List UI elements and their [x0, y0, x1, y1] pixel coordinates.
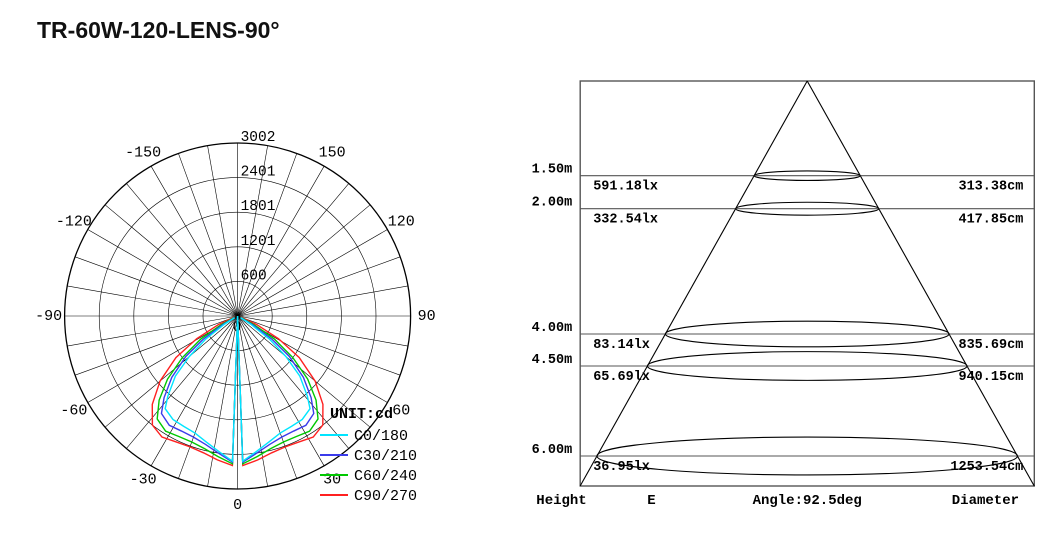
svg-text:C90/270: C90/270 — [354, 488, 417, 505]
svg-text:150: 150 — [319, 144, 346, 161]
svg-text:-150: -150 — [125, 144, 161, 161]
svg-text:C30/210: C30/210 — [354, 448, 417, 465]
svg-text:Height: Height — [536, 493, 586, 509]
svg-text:6.00m: 6.00m — [532, 443, 573, 458]
svg-text:120: 120 — [388, 213, 415, 230]
svg-text:0: 0 — [233, 497, 242, 514]
svg-text:417.85cm: 417.85cm — [958, 213, 1023, 228]
svg-text:65.69lx: 65.69lx — [593, 370, 650, 385]
svg-text:UNIT:cd: UNIT:cd — [330, 406, 393, 423]
svg-text:Diameter: Diameter — [952, 493, 1019, 509]
svg-text:2.00m: 2.00m — [532, 196, 573, 211]
svg-text:90: 90 — [418, 308, 436, 325]
svg-text:83.14lx: 83.14lx — [593, 338, 650, 353]
svg-text:591.18lx: 591.18lx — [593, 180, 658, 195]
svg-text:C60/240: C60/240 — [354, 468, 417, 485]
svg-text:4.00m: 4.00m — [532, 321, 573, 336]
svg-text:1.50m: 1.50m — [532, 163, 573, 178]
svg-text:600: 600 — [241, 268, 267, 284]
svg-text:E: E — [647, 493, 655, 509]
svg-text:60: 60 — [392, 402, 410, 419]
svg-text:-60: -60 — [60, 402, 87, 419]
svg-text:2401: 2401 — [241, 165, 276, 181]
svg-text:36.95lx: 36.95lx — [593, 460, 650, 475]
svg-text:Angle:92.5deg: Angle:92.5deg — [753, 493, 862, 509]
svg-text:332.54lx: 332.54lx — [593, 213, 658, 228]
svg-text:-30: -30 — [130, 472, 157, 489]
svg-text:1801: 1801 — [241, 199, 276, 215]
svg-text:C0/180: C0/180 — [354, 428, 408, 445]
svg-text:940.15cm: 940.15cm — [958, 370, 1023, 385]
svg-text:835.69cm: 835.69cm — [958, 338, 1023, 353]
svg-text:1253.54cm: 1253.54cm — [950, 460, 1023, 475]
svg-text:-90: -90 — [35, 308, 62, 325]
svg-text:313.38cm: 313.38cm — [958, 180, 1023, 195]
svg-text:1201: 1201 — [241, 234, 276, 250]
svg-text:4.50m: 4.50m — [532, 353, 573, 368]
svg-text:-120: -120 — [56, 213, 92, 230]
svg-text:3002: 3002 — [241, 130, 276, 146]
